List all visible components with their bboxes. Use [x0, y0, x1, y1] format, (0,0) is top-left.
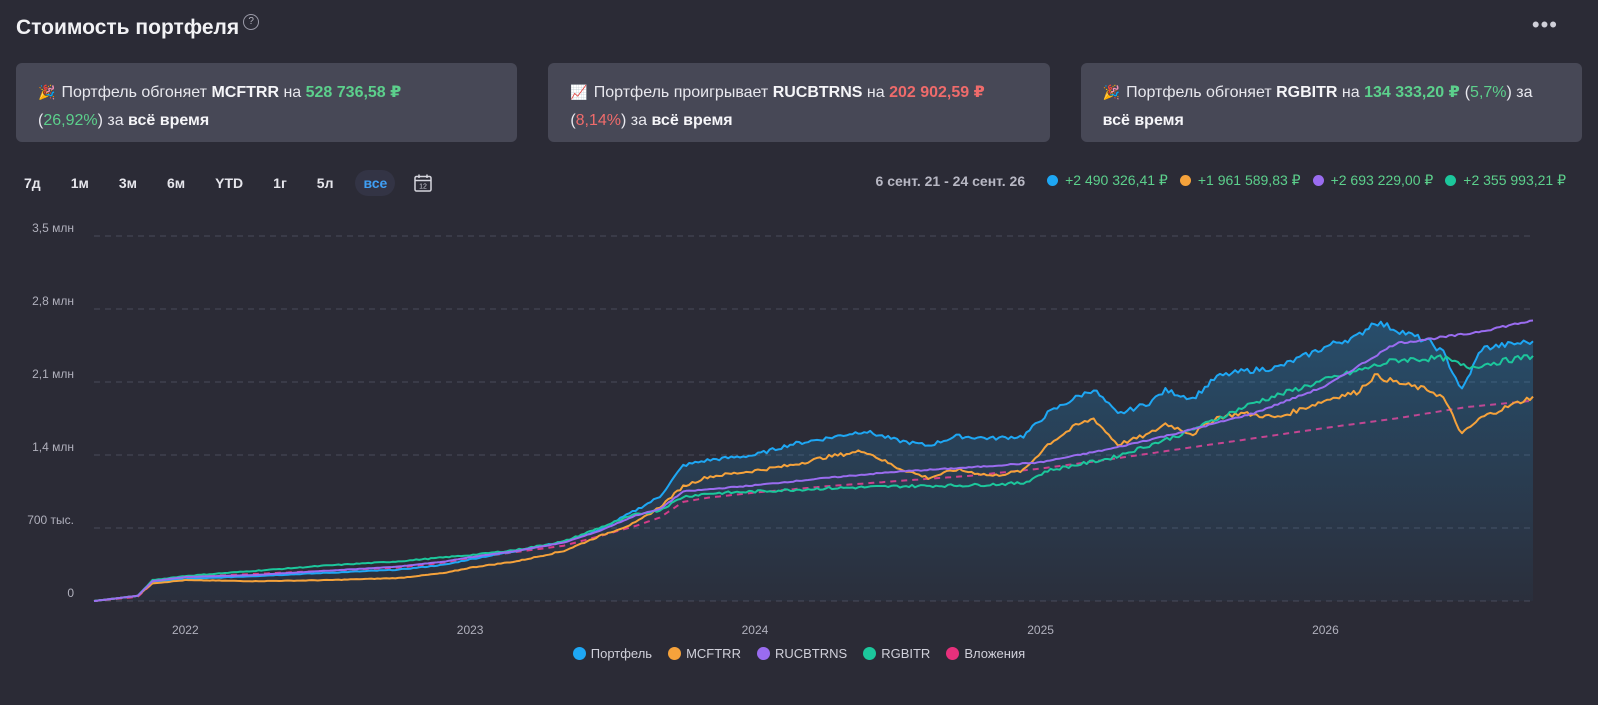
chart-legend: Портфель MCFTRR RUCBTRNS RGBITR Вложения [0, 646, 1598, 661]
period-all[interactable]: все [355, 170, 396, 196]
legend-dot [756, 647, 770, 660]
benchmark-name: MCFTRR [211, 84, 279, 101]
series-line-Портфель[interactable] [93, 320, 1534, 602]
x-axis: 2022 2023 2024 2025 2026 [172, 623, 1339, 637]
difference-amount: 528 736,58 ₽ [305, 84, 402, 101]
legend-item-rgbitr[interactable]: RGBITR [863, 646, 930, 661]
period-selector: 7д 1м 3м 6м YTD 1г 5л все 12 [16, 170, 433, 196]
period-3m[interactable]: 3м [118, 175, 137, 191]
legend-label: Вложения [964, 646, 1026, 661]
delta-value: +2 355 993,21 ₽ [1463, 172, 1566, 188]
legend-label: MCFTRR [686, 646, 741, 661]
range-summary: 6 сент. 21 - 24 сент. 26 +2 490 326,41 ₽… [876, 172, 1566, 189]
y-tick-label: 3,5 млн [32, 221, 74, 235]
legend-item-portfolio[interactable]: Портфель [572, 646, 653, 661]
difference-percent: 26,92% [43, 112, 98, 129]
period-6m[interactable]: 6м [167, 175, 186, 191]
benchmark-name: RUCBTRNS [772, 84, 863, 101]
card-text: ( [38, 112, 44, 129]
x-tick-label: 2023 [457, 623, 484, 637]
chart-increasing-icon: 📈 [570, 84, 588, 100]
delta-value: +1 961 589,83 ₽ [1197, 172, 1301, 188]
series-dot-portfolio [1047, 175, 1059, 186]
delta-value: +2 490 326,41 ₽ [1065, 172, 1168, 188]
legend-item-investments[interactable]: Вложения [946, 646, 1025, 661]
period-label: всё время [1102, 112, 1184, 129]
card-text: ( [1464, 84, 1471, 101]
card-text: Портфель обгоняет [61, 84, 212, 101]
y-tick-label: 1,4 млн [32, 440, 74, 454]
delta-rgbitr: +2 355 993,21 ₽ [1445, 172, 1566, 189]
more-options-button[interactable]: ••• [1531, 12, 1558, 37]
card-text: Портфель обгоняет [1126, 84, 1277, 101]
series-line-MCFTRR[interactable] [93, 373, 1534, 602]
period-5y[interactable]: 5л [316, 175, 334, 191]
legend-label: RGBITR [881, 646, 931, 661]
comparison-card-mcftrr: 🎉 Портфель обгоняет MCFTRR на 528 736,58 … [16, 63, 518, 142]
y-tick-label: 700 тыс. [27, 513, 74, 527]
series-dot-mcftrr [1179, 175, 1191, 186]
legend-item-mcftrr[interactable]: MCFTRR [668, 646, 741, 661]
legend-dot [946, 647, 960, 660]
party-icon: 🎉 [1102, 84, 1121, 100]
calendar-day: 12 [419, 184, 427, 191]
x-tick-label: 2025 [1027, 623, 1054, 637]
portfolio-chart[interactable]: 0 700 тыс. 1,4 млн 2,1 млн 2,8 млн 3,5 млн 20… [0, 210, 1598, 640]
x-tick-label: 2024 [742, 623, 769, 637]
card-text: на [279, 84, 306, 101]
card-text: ) [621, 112, 627, 129]
period-ytd[interactable]: YTD [215, 175, 244, 191]
period-7d[interactable]: 7д [24, 175, 41, 191]
delta-rucbtrns: +2 693 229,00 ₽ [1312, 172, 1434, 189]
card-text: на [1337, 84, 1365, 101]
period-1m[interactable]: 1м [70, 175, 89, 191]
portfolio-area [94, 321, 1533, 601]
legend-dot [668, 647, 682, 660]
series-dot-rucbtrns [1312, 175, 1324, 186]
date-range-label: 6 сент. 21 - 24 сент. 26 [875, 172, 1026, 189]
card-text: за [626, 112, 652, 129]
card-text: за [1511, 84, 1533, 101]
difference-amount: 134 333,20 ₽ [1364, 84, 1460, 101]
help-icon[interactable]: ? [243, 14, 260, 30]
legend-dot [572, 647, 586, 660]
comparison-card-rucbtrns: 📈 Портфель проигрывает RUCBTRNS на 202 90… [548, 63, 1050, 142]
card-text: за [102, 112, 129, 129]
benchmark-name: RGBITR [1276, 84, 1338, 101]
y-tick-label: 2,8 млн [32, 294, 74, 308]
y-tick-label: 0 [67, 586, 74, 600]
legend-item-rucbtrns[interactable]: RUCBTRNS [756, 646, 848, 661]
comparison-cards: 🎉 Портфель обгоняет MCFTRR на 528 736,58 … [16, 63, 1582, 142]
y-axis: 0 700 тыс. 1,4 млн 2,1 млн 2,8 млн 3,5 млн [27, 221, 74, 600]
y-tick-label: 2,1 млн [32, 367, 74, 381]
series-line-RGBITR[interactable] [93, 354, 1534, 602]
calendar-icon[interactable]: 12 [413, 173, 433, 193]
delta-value: +2 693 229,00 ₽ [1330, 172, 1434, 188]
x-tick-label: 2026 [1312, 623, 1339, 637]
delta-mcftrr: +1 961 589,83 ₽ [1179, 172, 1301, 189]
page-title: Стоимость портфеля [16, 16, 240, 39]
chart-series [93, 319, 1534, 602]
series-line-RUCBTRNS[interactable] [93, 319, 1534, 602]
legend-label: RUCBTRNS [774, 646, 848, 661]
card-text: на [862, 84, 890, 101]
chart-header: Стоимость портфеля ? [16, 14, 260, 40]
delta-portfolio: +2 490 326,41 ₽ [1047, 172, 1168, 189]
card-text: Портфель проигрывает [593, 84, 773, 101]
comparison-card-rgbitr: 🎉 Портфель обгоняет RGBITR на 134 333,20 … [1080, 63, 1582, 142]
card-text: ( [570, 112, 576, 129]
difference-percent: 5,7% [1470, 84, 1507, 101]
card-text: ) [1506, 84, 1512, 101]
legend-dot [863, 647, 877, 660]
series-dot-rgbitr [1445, 175, 1457, 186]
x-tick-label: 2022 [172, 623, 199, 637]
difference-percent: 8,14% [575, 112, 622, 129]
party-icon: 🎉 [38, 84, 56, 100]
legend-label: Портфель [590, 646, 653, 661]
period-1y[interactable]: 1г [273, 175, 287, 191]
period-label: всё время [651, 112, 733, 129]
difference-amount: 202 902,59 ₽ [889, 84, 985, 101]
card-text: ) [97, 112, 103, 129]
period-label: всё время [128, 112, 210, 129]
